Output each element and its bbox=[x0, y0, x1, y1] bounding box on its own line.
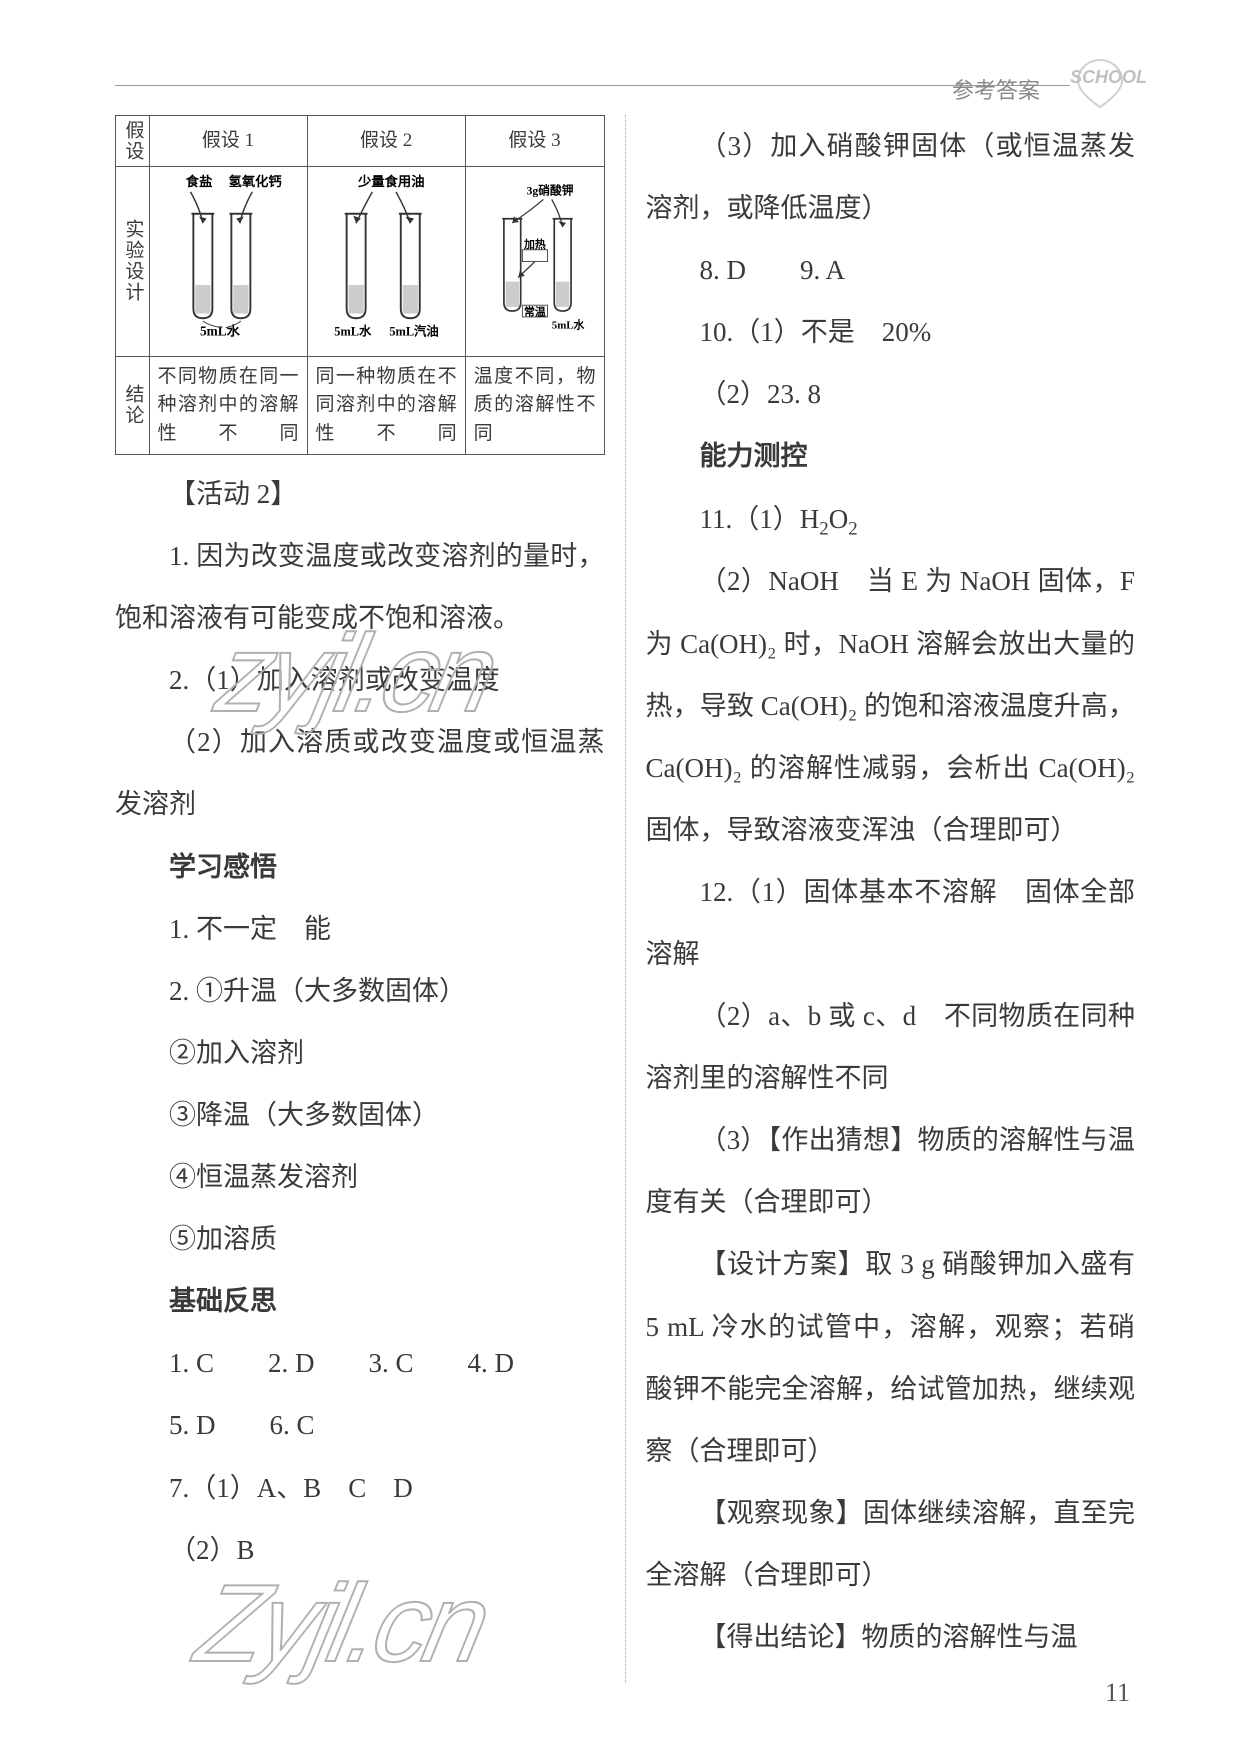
col-header: 假设 2 bbox=[307, 116, 465, 167]
content-columns: 假设 假设 1 假设 2 假设 3 实验设计 食盐 氢氧化钙 bbox=[115, 115, 1135, 1683]
diagram-label: 5mL汽油 bbox=[389, 323, 438, 338]
experiment-table: 假设 假设 1 假设 2 假设 3 实验设计 食盐 氢氧化钙 bbox=[115, 115, 605, 455]
conclusion-cell: 不同物质在同一种溶剂中的溶解性不同 bbox=[149, 356, 307, 455]
page-number: 11 bbox=[1105, 1678, 1130, 1708]
row-header: 实验设计 bbox=[116, 167, 150, 357]
col-header: 假设 1 bbox=[149, 116, 307, 167]
paragraph: （2）NaOH 当 E 为 NaOH 固体，F 为 Ca(OH)₂ 时，NaOH… bbox=[646, 550, 1136, 860]
paragraph: ⑤加溶质 bbox=[115, 1208, 605, 1270]
subscript: 2 bbox=[848, 518, 857, 539]
paragraph: （2）B bbox=[115, 1519, 605, 1581]
paragraph: 1. 因为改变温度或改变溶剂的量时，饱和溶液有可能变成不饱和溶液。 bbox=[115, 525, 605, 649]
diagram-label: 3g硝酸钾 bbox=[526, 183, 573, 197]
paragraph: 【设计方案】取 3 g 硝酸钾加入盛有 5 mL 冷水的试管中，溶解，观察；若硝… bbox=[646, 1233, 1136, 1481]
conclusion-cell: 温度不同，物质的溶解性不同 bbox=[465, 356, 604, 455]
header-rule bbox=[115, 85, 1070, 86]
section-heading: 能力测控 bbox=[646, 425, 1136, 487]
diagram-cell-3: 3g硝酸钾 加热 bbox=[465, 167, 604, 357]
paragraph: ③降温（大多数固体） bbox=[115, 1084, 605, 1146]
row-header: 假设 bbox=[116, 116, 150, 167]
paragraph: ②加入溶剂 bbox=[115, 1022, 605, 1084]
diagram-cell-1: 食盐 氢氧化钙 5mL水 bbox=[149, 167, 307, 357]
section-heading: 基础反思 bbox=[115, 1270, 605, 1332]
paragraph: （2）23. 8 bbox=[646, 363, 1136, 425]
text: O bbox=[829, 504, 849, 534]
activity-heading: 【活动 2】 bbox=[115, 463, 605, 525]
paragraph: （2）加入溶质或改变温度或恒温蒸发溶剂 bbox=[115, 711, 605, 835]
paragraph: 2. ①升温（大多数固体） bbox=[115, 960, 605, 1022]
test-tube-diagram-3: 3g硝酸钾 加热 bbox=[472, 171, 598, 342]
paragraph: 2.（1）加入溶剂或改变温度 bbox=[115, 649, 605, 711]
paragraph: （2）a、b 或 c、d 不同物质在同种溶剂里的溶解性不同 bbox=[646, 985, 1136, 1109]
col-header: 假设 3 bbox=[465, 116, 604, 167]
paragraph: 10.（1）不是 20% bbox=[646, 301, 1136, 363]
table-row: 假设 假设 1 假设 2 假设 3 bbox=[116, 116, 605, 167]
paragraph: 12.（1）固体基本不溶解 固体全部溶解 bbox=[646, 861, 1136, 985]
right-column: （3）加入硝酸钾固体（或恒温蒸发溶剂，或降低温度） 8. D 9. A 10.（… bbox=[626, 115, 1136, 1683]
school-badge: SCHOOL bbox=[1060, 55, 1140, 110]
subscript: 2 bbox=[819, 518, 828, 539]
row-header: 结论 bbox=[116, 356, 150, 455]
paragraph: 【观察现象】固体继续溶解，直至完全溶解（合理即可） bbox=[646, 1482, 1136, 1606]
paragraph: 5. D 6. C bbox=[115, 1394, 605, 1456]
conclusion-cell: 同一种物质在不同溶剂中的溶解性不同 bbox=[307, 356, 465, 455]
header-title: 参考答案 bbox=[952, 73, 1040, 105]
paragraph: 1. C 2. D 3. C 4. D bbox=[115, 1332, 605, 1394]
paragraph: 1. 不一定 能 bbox=[115, 898, 605, 960]
paragraph: 【得出结论】物质的溶解性与温 bbox=[646, 1606, 1136, 1668]
diagram-label: 5mL水 bbox=[334, 323, 372, 338]
diagram-label: 加热 bbox=[523, 237, 546, 251]
test-tube-diagram-1: 食盐 氢氧化钙 5mL水 bbox=[156, 171, 301, 342]
diagram-label: 5mL水 bbox=[551, 318, 584, 332]
table-row: 实验设计 食盐 氢氧化钙 bbox=[116, 167, 605, 357]
paragraph: （3）加入硝酸钾固体（或恒温蒸发溶剂，或降低温度） bbox=[646, 115, 1136, 239]
left-column: 假设 假设 1 假设 2 假设 3 实验设计 食盐 氢氧化钙 bbox=[115, 115, 626, 1683]
diagram-label: 食盐 bbox=[185, 173, 212, 189]
diagram-label: 常温 bbox=[524, 304, 546, 318]
badge-text: SCHOOL bbox=[1070, 67, 1147, 88]
diagram-cell-2: 少量食用油 5mL水 5mL汽油 bbox=[307, 167, 465, 357]
paragraph: ④恒温蒸发溶剂 bbox=[115, 1146, 605, 1208]
text: 11.（1）H bbox=[700, 504, 820, 534]
diagram-label: 氢氧化钙 bbox=[228, 173, 282, 189]
paragraph: 8. D 9. A bbox=[646, 239, 1136, 301]
section-heading: 学习感悟 bbox=[115, 836, 605, 898]
test-tube-diagram-2: 少量食用油 5mL水 5mL汽油 bbox=[314, 171, 459, 342]
table-row: 结论 不同物质在同一种溶剂中的溶解性不同 同一种物质在不同溶剂中的溶解性不同 温… bbox=[116, 356, 605, 455]
diagram-label: 少量食用油 bbox=[357, 173, 424, 189]
paragraph: 7.（1）A、B C D bbox=[115, 1457, 605, 1519]
paragraph: （3）【作出猜想】物质的溶解性与温度有关（合理即可） bbox=[646, 1109, 1136, 1233]
paragraph: 11.（1）H2O2 bbox=[646, 488, 1136, 551]
